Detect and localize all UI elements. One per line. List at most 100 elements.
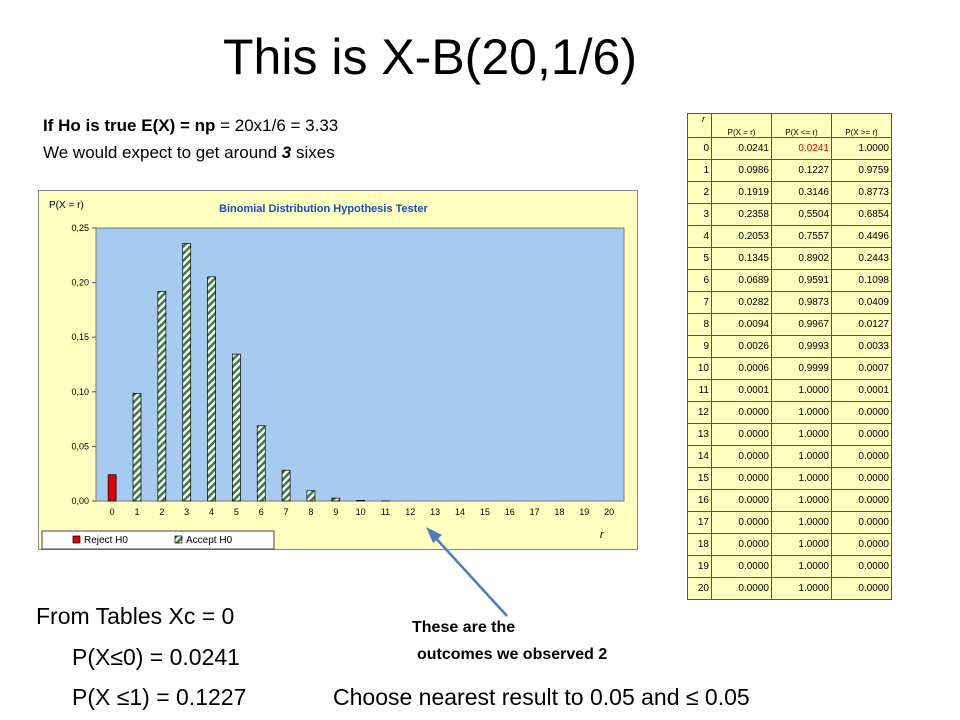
probability-le-0: P(X≤0) = 0.0241 <box>72 644 240 670</box>
binomial-table: r P(X = r) P(X <= r) P(X >= r) 0 0.0241 0.0241… <box>687 113 892 600</box>
table-cell: 14 <box>687 445 712 468</box>
x-tick-label: 5 <box>234 507 239 517</box>
observed-note-line1: These are the <box>412 619 516 636</box>
observed-note-line2: outcomes we observed 2 <box>417 646 608 663</box>
legend-swatch-accept <box>174 535 183 544</box>
table-cell: 0.0241 <box>771 137 832 160</box>
table-body: r P(X = r) P(X <= r) P(X >= r) 0 0.0241 0.0241… <box>687 113 892 600</box>
table-cell: 19 <box>687 555 712 578</box>
choose-instruction: Choose nearest result to 0.05 and ≤ 0.05 <box>333 684 750 710</box>
table-row: 14 0.0000 1.0000 0.0000 <box>687 445 892 468</box>
table-cell: 16 <box>687 489 712 512</box>
table-row: 5 0.1345 0.8902 0.2443 <box>687 247 892 270</box>
x-tick-label: 8 <box>308 507 313 517</box>
table-row: 12 0.0000 1.0000 0.0000 <box>687 401 892 424</box>
table-row: 13 0.0000 1.0000 0.0000 <box>687 423 892 446</box>
legend: Reject H0 Accept H0 <box>41 530 275 550</box>
table-cell: 0.9873 <box>771 291 832 314</box>
table-row: 20 0.0000 1.0000 0.0000 <box>687 577 892 600</box>
table-cell: 0.0000 <box>831 511 892 534</box>
x-tick-label: 6 <box>259 507 264 517</box>
x-tick-label: 4 <box>209 507 214 517</box>
table-cell: 0.2358 <box>711 203 772 226</box>
table-cell: 0.5504 <box>771 203 832 226</box>
bar-accept <box>331 497 341 502</box>
table-cell: 0.1098 <box>831 269 892 292</box>
table-cell: 1.0000 <box>771 423 832 446</box>
bar-accept <box>232 353 241 502</box>
expected-post: sixes <box>291 143 335 162</box>
table-cell: 1.0000 <box>771 379 832 402</box>
table-cell: 0.9993 <box>771 335 832 358</box>
table-cell: 9 <box>687 335 712 358</box>
x-tick-label: 20 <box>604 507 614 517</box>
table-cell: 20 <box>687 577 712 600</box>
table-cell: 11 <box>687 379 712 402</box>
table-cell: 0.3146 <box>771 181 832 204</box>
bar-accept <box>157 291 167 502</box>
hypothesis-expectation: If Ho is true E(X) = np = 20x1/6 = 3.33 <box>43 116 338 136</box>
table-row: 1 0.0986 0.1227 0.9759 <box>687 159 892 182</box>
x-tick-label: 17 <box>530 507 540 517</box>
table-cell: 1.0000 <box>771 577 832 600</box>
table-cell: 0.0094 <box>711 313 772 336</box>
bar-accept <box>306 490 316 502</box>
x-tick-label: 14 <box>455 507 465 517</box>
expected-number: 3 <box>281 143 292 162</box>
table-row: 16 0.0000 1.0000 0.0000 <box>687 489 892 512</box>
table-cell: 4 <box>687 225 712 248</box>
x-tick-label: 2 <box>159 507 164 517</box>
table-cell: 0.0127 <box>831 313 892 336</box>
table-cell: 0.1227 <box>771 159 832 182</box>
table-cell: 15 <box>687 467 712 490</box>
hypothesis-calc-part: = 20x1/6 = 3.33 <box>215 116 339 135</box>
chart-title: Binomial Distribution Hypothesis Tester <box>219 203 429 215</box>
table-cell: 0.0000 <box>831 533 892 556</box>
table-cell: 0.4496 <box>831 225 892 248</box>
table-cell: 0.0000 <box>711 577 772 600</box>
table-cell: 0.0000 <box>711 511 772 534</box>
table-header-cell: P(X <= r) <box>771 113 832 138</box>
table-row: 11 0.0001 1.0000 0.0001 <box>687 379 892 402</box>
table-cell: 0.1919 <box>711 181 772 204</box>
x-tick-label: 13 <box>430 507 440 517</box>
table-cell: 0.0000 <box>831 401 892 424</box>
x-tick-label: 16 <box>505 507 515 517</box>
table-cell: 1.0000 <box>771 445 832 468</box>
legend-swatch-reject <box>72 535 81 544</box>
plot-area <box>95 227 625 502</box>
table-cell: 1.0000 <box>771 533 832 556</box>
table-row: 6 0.0689 0.9591 0.1098 <box>687 269 892 292</box>
table-row: 9 0.0026 0.9993 0.0033 <box>687 335 892 358</box>
x-tick-label: 9 <box>333 507 338 517</box>
hypothesis-bold-part: If Ho is true E(X) = np <box>43 116 216 135</box>
table-cell: 0.0001 <box>711 379 772 402</box>
x-tick-label: 11 <box>381 507 390 517</box>
x-tick-label: 18 <box>554 507 564 517</box>
x-ticks: 0 1 2 3 4 5 6 7 8 9 10 11 12 13 14 15 16 17 18 19 20 <box>110 507 614 517</box>
bar-accept <box>356 499 365 502</box>
table-row: 2 0.1919 0.3146 0.8773 <box>687 181 892 204</box>
y-tick-label: 0,05 <box>71 441 89 451</box>
tables-critical-value: From Tables Xc = 0 <box>36 603 235 629</box>
x-tick-label: 0 <box>110 507 115 517</box>
y-tick-label: 0,20 <box>71 278 89 288</box>
table-cell: 0.0000 <box>711 533 772 556</box>
table-cell: 7 <box>687 291 712 314</box>
table-cell: 12 <box>687 401 712 424</box>
x-tick-label: 19 <box>579 507 589 517</box>
table-cell: 1.0000 <box>771 467 832 490</box>
table-cell: 6 <box>687 269 712 292</box>
table-cell: 0.0007 <box>831 357 892 380</box>
x-tick-label: 10 <box>356 507 366 517</box>
table-cell: 0.9967 <box>771 313 832 336</box>
table-row: 17 0.0000 1.0000 0.0000 <box>687 511 892 534</box>
table-cell: 0.0000 <box>711 423 772 446</box>
bar-accept <box>132 392 142 502</box>
bar-accept <box>207 276 216 502</box>
table-cell: 0.0000 <box>711 467 772 490</box>
table-row: 10 0.0006 0.9999 0.0007 <box>687 357 892 380</box>
table-cell: 13 <box>687 423 712 446</box>
table-cell: 0.0001 <box>831 379 892 402</box>
y-tick-label: 0,25 <box>71 223 89 233</box>
